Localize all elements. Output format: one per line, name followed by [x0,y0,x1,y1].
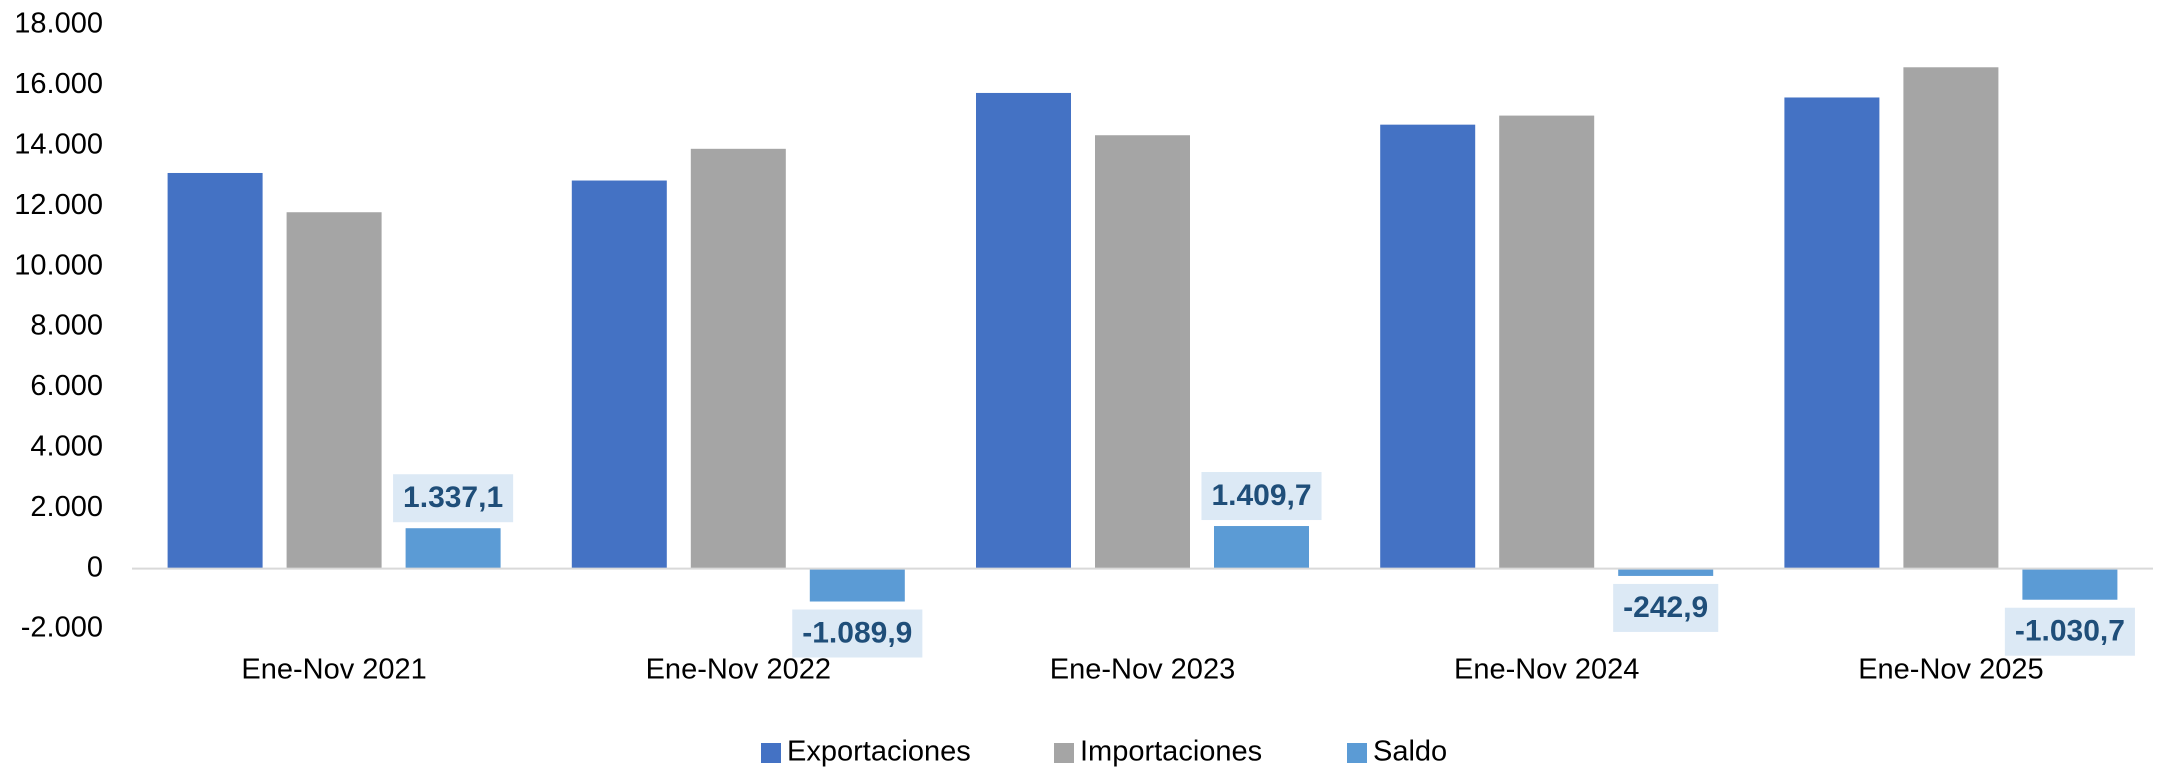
data-label: 1.409,7 [1201,472,1322,521]
bar [2022,568,2118,600]
y-tick-label: 12.000 [14,189,103,221]
data-label-text: 1.337,1 [403,481,503,514]
bar [1095,135,1190,569]
data-label: -1.089,9 [792,609,923,658]
legend-label: Importaciones [1080,736,1262,768]
data-label-text: 1.409,7 [1211,479,1311,512]
y-tick-label: 18.000 [14,8,103,40]
y-tick-label: 6.000 [30,370,103,402]
legend-label: Saldo [1373,736,1447,768]
bar [571,180,667,569]
bar [1784,97,1880,569]
y-tick-label: 8.000 [30,310,103,342]
data-label-text: -1.089,9 [802,616,912,649]
y-tick-label: 10.000 [14,249,103,281]
data-label: 1.337,1 [393,474,514,523]
bar [1380,124,1476,569]
legend-swatch [1054,743,1074,763]
data-label-box [792,609,923,658]
data-label-box [2004,607,2135,656]
y-tick-label: 14.000 [14,128,103,160]
x-tick-label: Ene-Nov 2024 [1454,654,1639,686]
bar [167,172,263,569]
bar [809,568,905,602]
bar [405,528,501,569]
bar [1903,67,1999,569]
data-label-box [393,474,514,523]
y-tick-label: 2.000 [30,491,103,523]
legend-swatch [761,743,781,763]
y-tick-label: 4.000 [30,430,103,462]
bar [1618,568,1714,576]
y-tick-label: 16.000 [14,68,103,100]
data-label-text: -242,9 [1623,591,1708,624]
legend-label: Exportaciones [787,736,971,768]
y-tick-label: -2.000 [21,612,103,644]
y-tick-label: 0 [87,551,103,583]
data-label: -242,9 [1613,583,1719,632]
bar [1214,526,1309,569]
x-tick-label: Ene-Nov 2021 [241,654,426,686]
bar [286,212,382,569]
x-tick-label: Ene-Nov 2025 [1858,654,2043,686]
legend-swatch [1347,743,1367,763]
data-label-text: -1.030,7 [2015,615,2125,648]
bar [1499,115,1595,569]
bar [690,148,786,569]
x-tick-label: Ene-Nov 2022 [646,654,831,686]
x-tick-label: Ene-Nov 2023 [1050,654,1235,686]
data-label-box [1613,583,1719,632]
bar [976,92,1071,569]
data-label-box [1201,472,1322,521]
data-label: -1.030,7 [2004,607,2135,656]
